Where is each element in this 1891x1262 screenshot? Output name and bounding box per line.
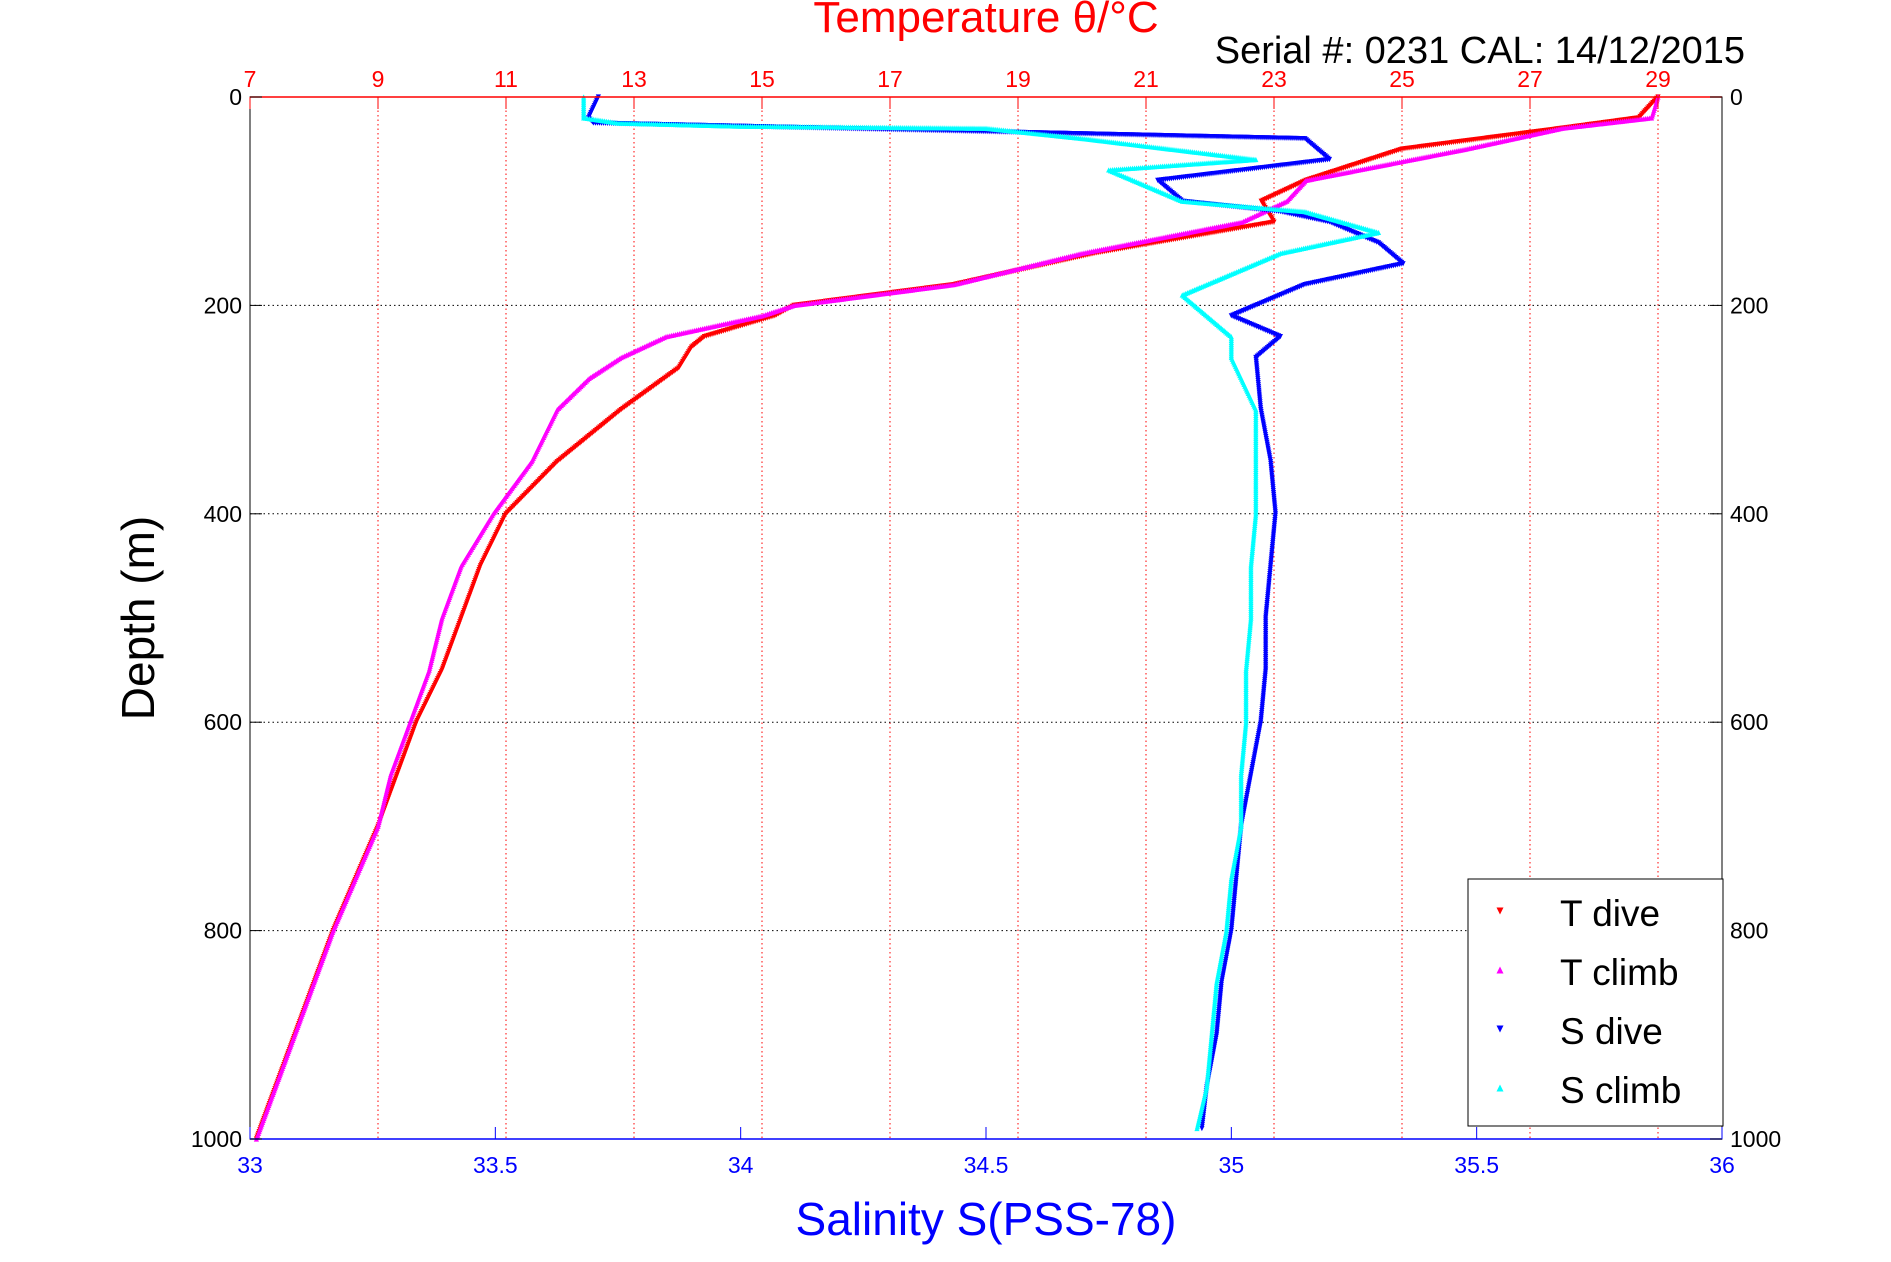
top-tick-label: 11 [494,66,518,92]
chart-title: Temperature θ/°C [813,0,1158,42]
right-tick-label: 0 [1730,84,1743,110]
bottom-tick-label: 35.5 [1454,1152,1499,1178]
legend-label: S climb [1560,1070,1681,1111]
bottom-tick-label: 34 [728,1152,754,1178]
legend-label: T climb [1560,952,1679,993]
left-tick-label: 800 [204,918,242,944]
bottom-tick-label: 33.5 [473,1152,518,1178]
axes: 7 9 11 13 15 17 19 21 23 25 27 29 0 0 200 200 400 400 600 6… [191,66,1781,1178]
y-axis-label: Depth (m) [112,516,164,720]
legend-marker [1496,907,1504,915]
legend-label: T dive [1560,893,1660,934]
left-tick-label: 200 [204,292,242,318]
bottom-tick-label: 35 [1219,1152,1245,1178]
top-tick-label: 13 [621,66,647,92]
left-tick-label: 0 [229,84,242,110]
left-tick-label: 600 [204,709,242,735]
chart-subtitle: Serial #: 0231 CAL: 14/12/2015 [1215,30,1745,72]
legend-marker [1496,1025,1504,1033]
bottom-tick-label: 36 [1709,1152,1735,1178]
top-tick-label: 9 [372,66,385,92]
right-tick-label: 800 [1730,918,1768,944]
legend-box [1467,878,1724,1127]
right-tick-label: 1000 [1730,1126,1781,1152]
top-tick-label: 23 [1261,66,1287,92]
top-tick-label: 17 [877,66,903,92]
top-tick-label: 19 [1005,66,1031,92]
bottom-tick-label: 34.5 [964,1152,1009,1178]
left-tick-label: 1000 [191,1126,242,1152]
data-point [1194,1125,1200,1132]
top-tick-label: 29 [1645,66,1671,92]
right-tick-label: 400 [1730,501,1768,527]
top-tick-label: 7 [244,66,257,92]
top-tick-label: 21 [1133,66,1159,92]
data-point [1199,1125,1205,1132]
legend-marker [1496,1084,1504,1092]
top-tick-label: 25 [1389,66,1415,92]
bottom-tick-label: 33 [237,1152,263,1178]
top-tick-label: 27 [1517,66,1543,92]
series-s-climb [581,94,1382,1132]
left-tick-label: 400 [204,501,242,527]
right-tick-label: 600 [1730,709,1768,735]
legend-label: S dive [1560,1011,1663,1052]
right-tick-label: 200 [1730,292,1768,318]
series-t-climb [253,94,1661,1142]
top-tick-label: 15 [749,66,775,92]
series-layer [253,94,1661,1142]
legend: T dive T climb S dive S climb [1467,878,1724,1127]
x-axis-label: Salinity S(PSS-78) [796,1193,1177,1245]
legend-marker [1496,966,1504,974]
